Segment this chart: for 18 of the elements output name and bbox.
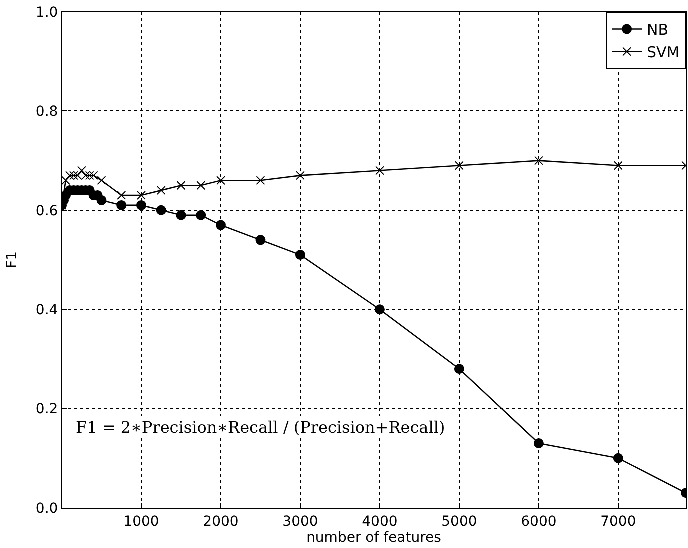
legend-label: SVM — [647, 44, 680, 62]
x-tick-label: 5000 — [442, 514, 478, 530]
x-tick-label: 7000 — [600, 514, 636, 530]
x-tick-label: 1000 — [124, 514, 160, 530]
x-tick-label: 2000 — [203, 514, 239, 530]
y-tick-label: 0.0 — [36, 500, 58, 517]
x-tick-label: 3000 — [282, 514, 318, 530]
y-tick-label: 0.2 — [36, 402, 58, 418]
y-tick-label: 1.0 — [36, 4, 58, 21]
x-tick-label: 4000 — [362, 514, 398, 530]
y-tick-label: 0.6 — [36, 203, 58, 220]
x-axis-title: number of features — [306, 530, 442, 546]
x-tick-label: 6000 — [521, 514, 557, 530]
annotation: F1 = 2∗Precision∗Recall / (Precision+Recall) — [76, 418, 446, 437]
y-axis-title: F1 — [4, 252, 21, 268]
y-tick-label: 0.8 — [36, 104, 58, 120]
y-tick-label: 0.4 — [36, 302, 58, 318]
legend-label: NB — [647, 21, 669, 40]
